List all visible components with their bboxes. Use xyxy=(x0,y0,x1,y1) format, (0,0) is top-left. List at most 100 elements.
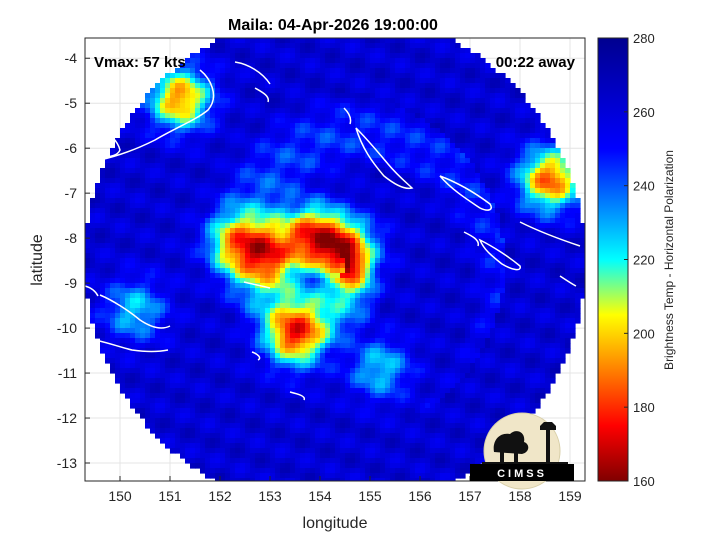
swath-cell xyxy=(485,183,491,189)
swath-cell xyxy=(430,178,436,184)
swath-cell xyxy=(505,188,511,194)
swath-cell xyxy=(320,278,326,284)
swath-cell xyxy=(190,243,196,249)
swath-cell xyxy=(420,128,426,134)
swath-cell xyxy=(295,193,301,199)
swath-cell xyxy=(135,148,141,154)
swath-cell xyxy=(315,233,321,239)
swath-cell xyxy=(310,293,316,299)
swath-cell xyxy=(350,118,356,124)
swath-cell xyxy=(445,193,451,199)
swath-cell xyxy=(240,243,246,249)
swath-cell xyxy=(390,203,396,209)
swath-cell xyxy=(260,78,266,84)
swath-cell xyxy=(575,298,581,304)
swath-cell xyxy=(575,268,581,274)
swath-cell xyxy=(335,248,341,254)
swath-cell xyxy=(435,58,441,64)
swath-cell xyxy=(375,68,381,74)
swath-cell xyxy=(560,158,566,164)
swath-cell xyxy=(145,168,151,174)
swath-cell xyxy=(450,298,456,304)
swath-cell xyxy=(500,268,506,274)
swath-cell xyxy=(460,228,466,234)
swath-cell xyxy=(225,163,231,169)
swath-cell xyxy=(165,73,171,79)
swath-cell xyxy=(315,168,321,174)
swath-cell xyxy=(425,78,431,84)
swath-cell xyxy=(160,283,166,289)
swath-cell xyxy=(495,183,501,189)
swath-cell xyxy=(320,93,326,99)
swath-cell xyxy=(310,283,316,289)
swath-cell xyxy=(520,128,526,134)
swath-cell xyxy=(290,213,296,219)
swath-cell xyxy=(190,103,196,109)
swath-cell xyxy=(305,198,311,204)
swath-cell xyxy=(220,183,226,189)
swath-cell xyxy=(150,98,156,104)
swath-cell xyxy=(135,238,141,244)
swath-cell xyxy=(515,173,521,179)
swath-cell xyxy=(580,293,585,299)
swath-cell xyxy=(345,283,351,289)
swath-cell xyxy=(210,258,216,264)
swath-cell xyxy=(180,163,186,169)
swath-cell xyxy=(205,128,211,134)
swath-cell xyxy=(95,198,101,204)
swath-cell xyxy=(270,63,276,69)
swath-cell xyxy=(305,213,311,219)
swath-cell xyxy=(485,268,491,274)
swath-cell xyxy=(170,98,176,104)
swath-cell xyxy=(435,148,441,154)
swath-cell xyxy=(260,163,266,169)
swath-cell xyxy=(330,223,336,229)
swath-cell xyxy=(230,118,236,124)
swath-cell xyxy=(225,308,231,314)
swath-cell xyxy=(205,218,211,224)
swath-cell xyxy=(235,273,241,279)
swath-cell xyxy=(230,228,236,234)
swath-cell xyxy=(410,53,416,59)
swath-cell xyxy=(560,268,566,274)
swath-cell xyxy=(175,73,181,79)
swath-cell xyxy=(265,318,271,324)
swath-cell xyxy=(345,143,351,149)
swath-cell xyxy=(240,83,246,89)
swath-cell xyxy=(315,268,321,274)
swath-cell xyxy=(485,153,491,159)
swath-cell xyxy=(140,263,146,269)
swath-cell xyxy=(530,153,536,159)
swath-cell xyxy=(305,193,311,199)
swath-cell xyxy=(315,118,321,124)
swath-cell xyxy=(390,38,396,44)
swath-cell xyxy=(360,98,366,104)
swath-cell xyxy=(310,48,316,54)
swath-cell xyxy=(550,268,556,274)
swath-cell xyxy=(385,128,391,134)
swath-cell xyxy=(470,173,476,179)
swath-cell xyxy=(435,203,441,209)
swath-cell xyxy=(200,98,206,104)
swath-cell xyxy=(180,318,186,324)
swath-cell xyxy=(260,183,266,189)
swath-cell xyxy=(185,248,191,254)
swath-cell xyxy=(320,118,326,124)
swath-cell xyxy=(175,268,181,274)
swath-cell xyxy=(455,43,461,49)
swath-cell xyxy=(200,313,206,319)
swath-cell xyxy=(410,173,416,179)
swath-cell xyxy=(130,293,136,299)
swath-cell xyxy=(90,288,96,294)
swath-cell xyxy=(140,218,146,224)
swath-cell xyxy=(100,183,106,189)
swath-cell xyxy=(180,83,186,89)
swath-cell xyxy=(280,233,286,239)
swath-cell xyxy=(310,128,316,134)
swath-cell xyxy=(560,263,566,269)
swath-cell xyxy=(350,283,356,289)
swath-cell xyxy=(475,163,481,169)
swath-cell xyxy=(510,218,516,224)
swath-cell xyxy=(505,208,511,214)
swath-cell xyxy=(535,133,541,139)
